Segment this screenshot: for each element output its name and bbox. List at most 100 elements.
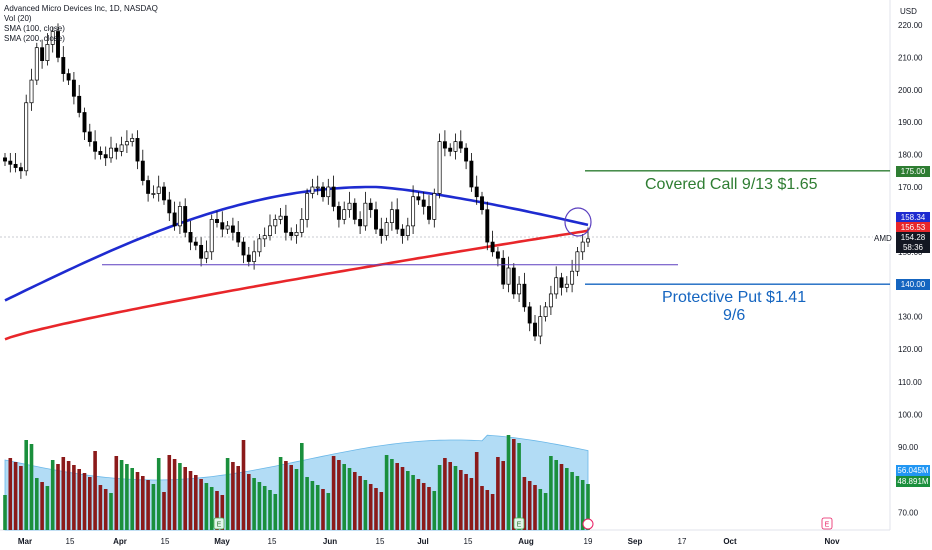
candle-body (564, 283, 569, 288)
candle-body (538, 316, 543, 337)
volume-bar (527, 481, 532, 530)
candle-body (331, 186, 336, 207)
candle-body (527, 306, 532, 324)
volume-bar (453, 466, 458, 530)
volume-bar (252, 478, 256, 530)
volume-bar (310, 481, 315, 530)
volume-bar (326, 493, 331, 530)
candle-body (501, 257, 506, 285)
ticker-tag: AMD (873, 233, 893, 244)
protective-put-date-annotation[interactable]: 9/6 (723, 307, 746, 324)
volume-bar (135, 472, 140, 530)
volume-bar (29, 444, 34, 530)
candle-body (458, 141, 463, 149)
candle-body (167, 199, 172, 214)
time-tick-label: Nov (824, 537, 840, 546)
candle-body (114, 147, 119, 152)
earnings-marker-label: E (517, 522, 522, 529)
time-tick-label: Jul (417, 537, 429, 546)
candle-body (511, 267, 516, 295)
price-tick-label: 100.00 (898, 411, 923, 420)
legend-sma100[interactable]: SMA (100, close) (4, 24, 65, 33)
candle-body (50, 31, 55, 45)
candle-body (368, 202, 373, 211)
candle-body (490, 241, 495, 253)
volume-bar (178, 463, 182, 530)
candle-body (268, 225, 272, 236)
volume-bar (570, 472, 574, 530)
candle-body (294, 232, 299, 236)
volume-bar (231, 462, 235, 530)
volume-bar (215, 491, 219, 530)
call-strike-badge: 175.00 (896, 166, 930, 177)
volume-bar (130, 468, 134, 530)
volume-bar (416, 479, 421, 530)
volume-bar (384, 455, 389, 530)
candle-body (517, 283, 522, 295)
legend-sma200[interactable]: SMA (200, close) (4, 34, 65, 43)
candle-body (98, 151, 103, 155)
candle-body (448, 147, 453, 152)
price-tick-label: 220.00 (898, 21, 923, 30)
candle-body (400, 228, 405, 236)
volume-bar (45, 486, 50, 530)
protective-put-annotation[interactable]: Protective Put $1.41 (662, 289, 807, 306)
volume-bar (35, 478, 39, 530)
volume-bar (88, 477, 92, 530)
candle-body (326, 186, 331, 198)
candle-body (124, 141, 129, 146)
candle-body (34, 47, 39, 81)
candle-body (172, 212, 177, 227)
volume-bar (141, 476, 145, 530)
candle-body (246, 254, 251, 262)
time-tick-label: Mar (18, 537, 32, 546)
candle-body (310, 186, 315, 194)
price-tick-label: 120.00 (898, 345, 923, 354)
candle-body (278, 215, 283, 220)
volume-bar (72, 465, 76, 530)
currency-label: USD (900, 7, 917, 16)
candle-body (209, 219, 214, 253)
candle-body (506, 267, 511, 285)
candle-body (93, 141, 98, 152)
candle-body (162, 186, 166, 201)
candle-body (109, 147, 113, 159)
volume-bar (151, 484, 156, 530)
volume-bar (56, 464, 60, 530)
price-tick-label: 190.00 (898, 118, 923, 127)
volume-bar (98, 485, 103, 530)
volume-bar (490, 494, 495, 530)
chart-legend: Advanced Micro Devices Inc, 1D, NASDAQ V… (4, 4, 158, 44)
candle-body (220, 222, 225, 230)
candle-body (453, 141, 458, 152)
volume-bar (209, 487, 214, 530)
candle-body (87, 131, 92, 142)
candle-body (437, 141, 442, 194)
legend-symbol[interactable]: Advanced Micro Devices Inc, 1D, NASDAQ (4, 4, 158, 13)
candle-body (257, 238, 262, 253)
volume-bar (363, 480, 368, 530)
candle-body (151, 193, 156, 195)
candle-body (193, 241, 198, 246)
price-tick-label: 210.00 (898, 53, 923, 62)
legend-vol[interactable]: Vol (20) (4, 14, 32, 23)
volume-bar (300, 443, 304, 530)
volume-bar (469, 478, 474, 530)
candle-body (305, 193, 310, 220)
time-tick-label: Jun (323, 537, 337, 546)
candle-body (522, 283, 527, 308)
volume-bar (257, 482, 262, 530)
covered-call-annotation[interactable]: Covered Call 9/13 $1.65 (645, 176, 818, 193)
candle-body (586, 238, 590, 243)
candle-body (71, 79, 76, 97)
volume-bar (586, 484, 590, 530)
candle-body (241, 241, 246, 256)
volume-bar (506, 435, 511, 530)
volume-bar (109, 493, 113, 530)
earnings-marker-label: E (217, 522, 222, 529)
time-tick-label: 15 (376, 537, 385, 546)
candle-body (432, 193, 437, 220)
earnings-marker-label: E (825, 522, 830, 529)
volume-bar (225, 458, 230, 530)
